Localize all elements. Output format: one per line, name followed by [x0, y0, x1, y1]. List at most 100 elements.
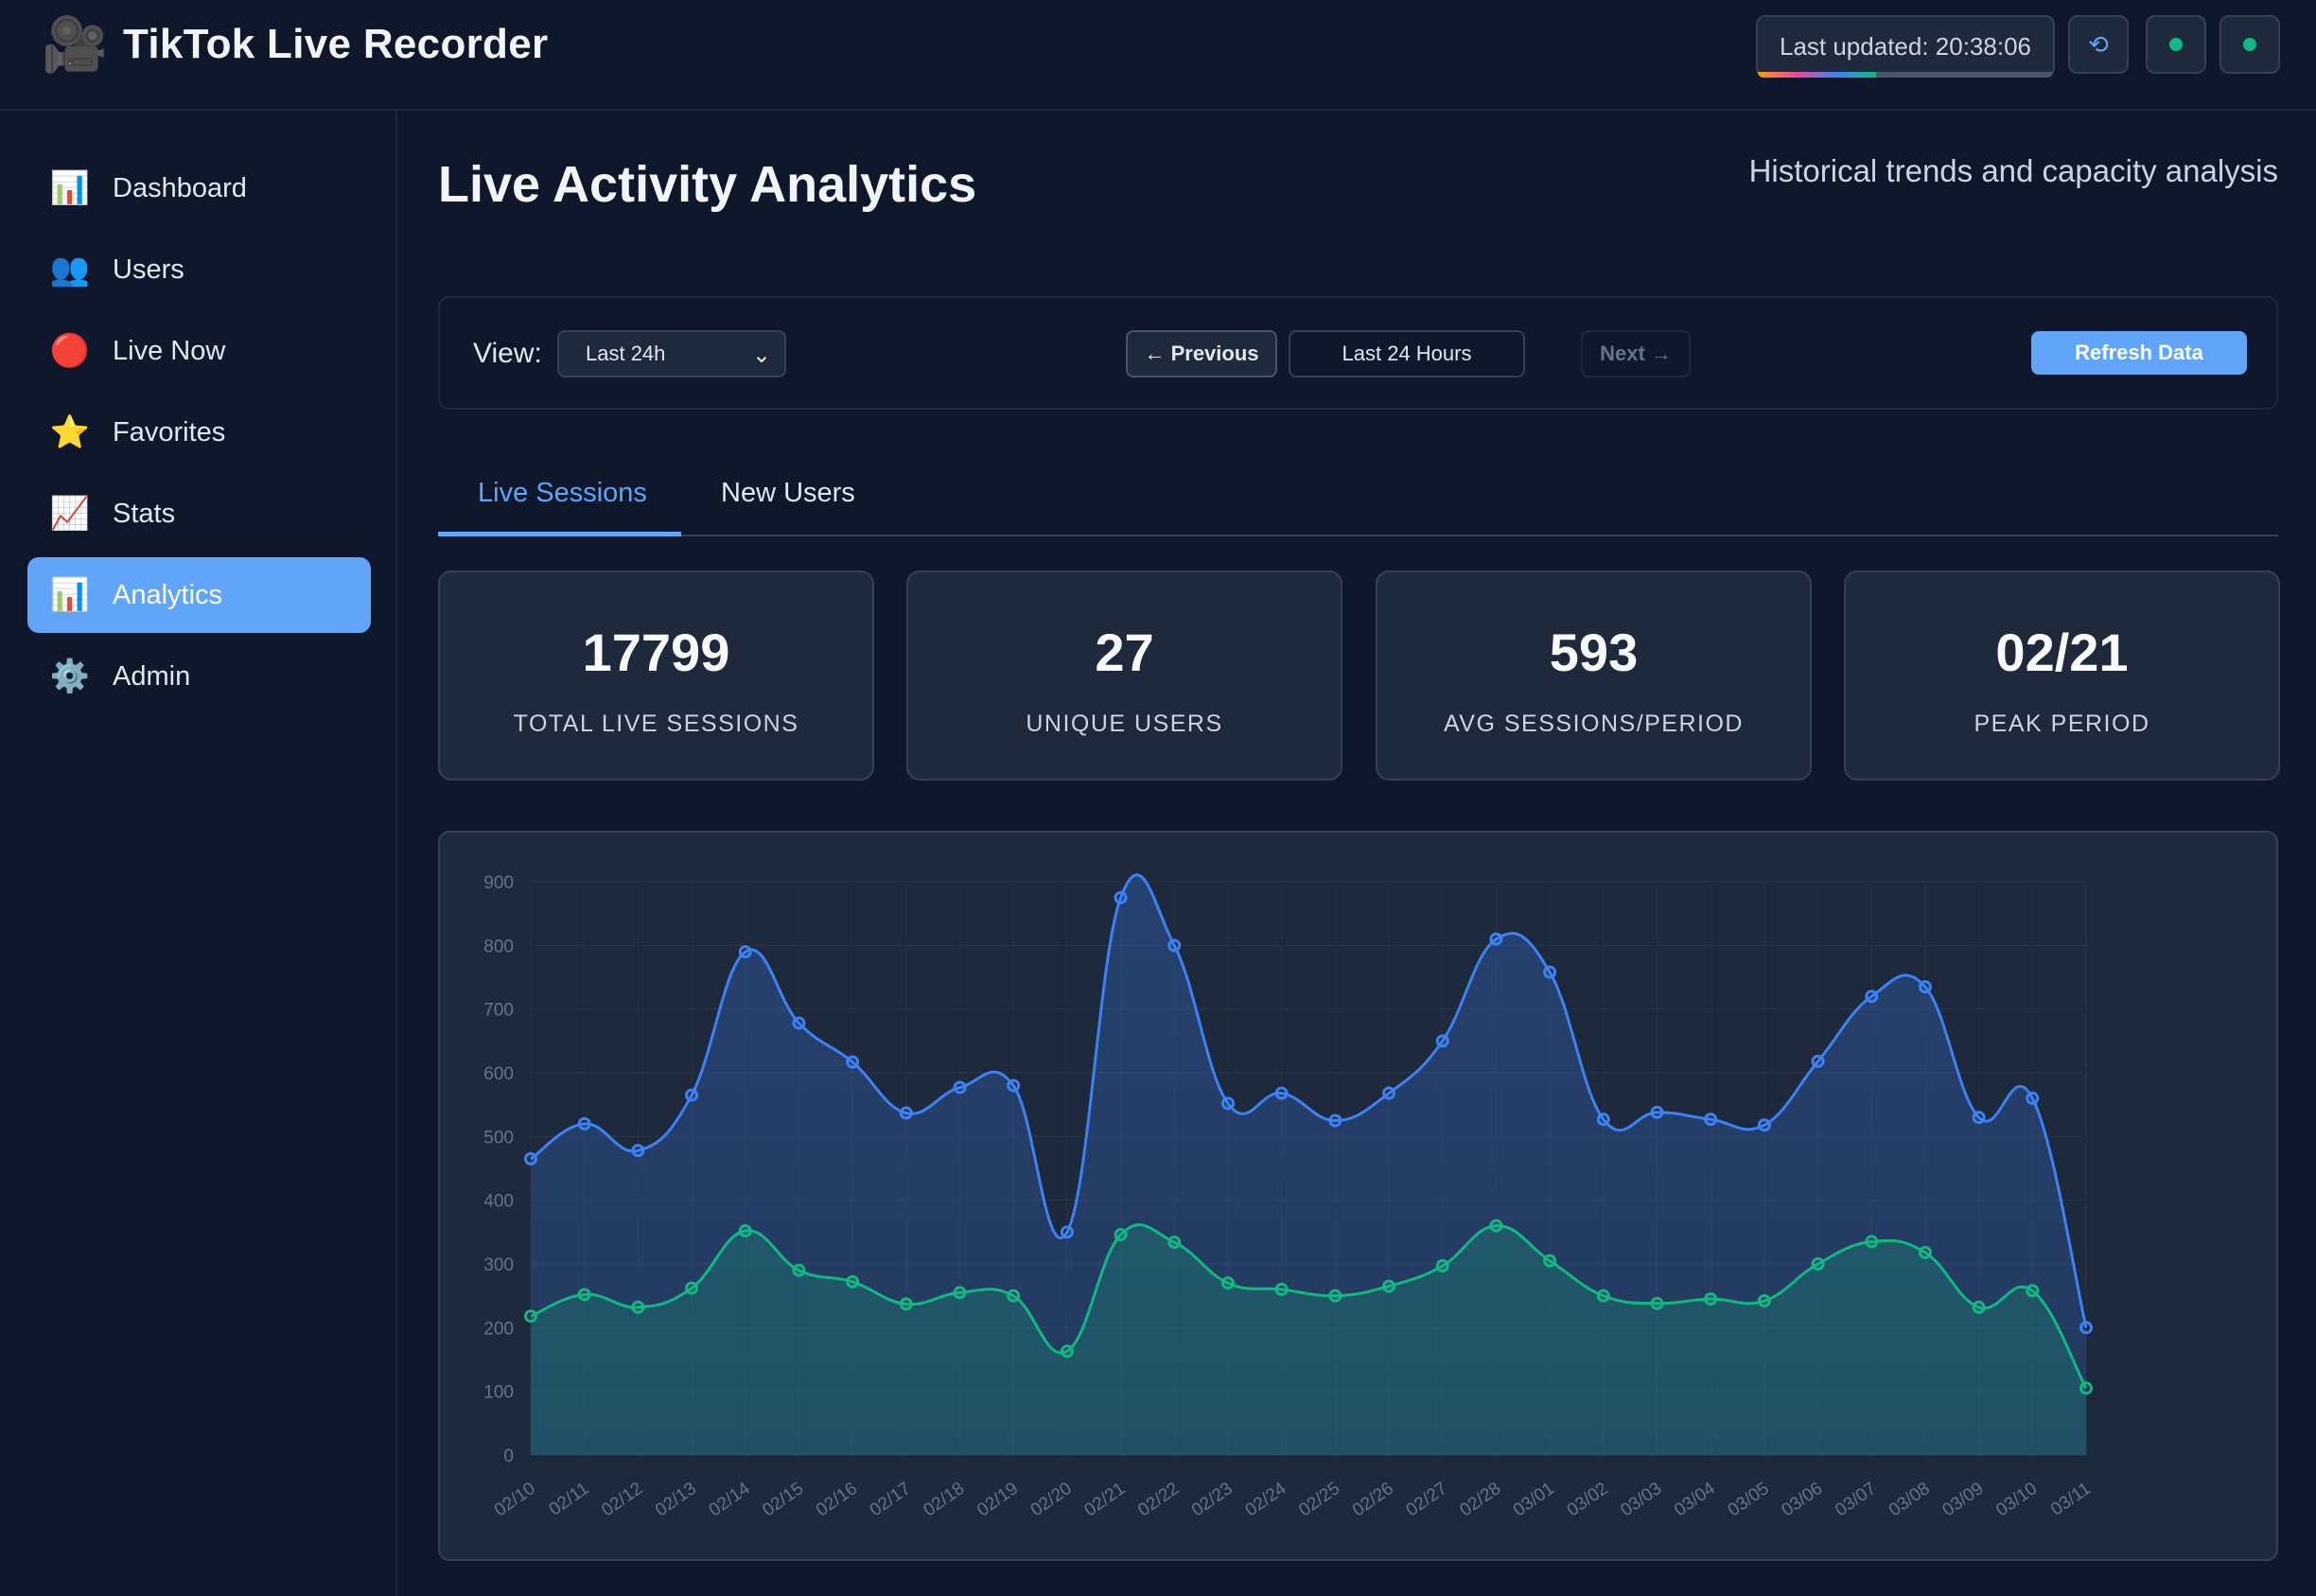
data-point	[2026, 1284, 2040, 1298]
x-tick-label: 03/08	[1886, 1479, 1934, 1520]
chart-areas	[531, 874, 2086, 1455]
view-select[interactable]: Last 24h ⌄	[557, 330, 786, 377]
stat-value: 593	[1549, 623, 1639, 682]
sidebar-item-analytics[interactable]: 📊 Analytics	[27, 557, 371, 633]
sidebar-item-live-now[interactable]: 🔴 Live Now	[27, 313, 371, 389]
y-tick-label: 600	[483, 1064, 514, 1084]
data-point	[1704, 1113, 1718, 1127]
brand: 🎥 TikTok Live Recorder	[42, 13, 548, 76]
status-button-1[interactable]	[2146, 15, 2206, 74]
sidebar-item-stats[interactable]: 📈 Stats	[27, 476, 371, 552]
data-point	[1114, 890, 1128, 904]
sidebar-item-dashboard[interactable]: 📊 Dashboard	[27, 150, 371, 226]
data-point	[1328, 1289, 1342, 1303]
data-point	[1220, 1276, 1235, 1290]
y-tick-label: 200	[483, 1319, 514, 1339]
x-tick-label: 03/09	[1939, 1479, 1987, 1520]
last-updated-indicator: Last updated: 20:38:06	[1756, 15, 2055, 78]
active-tab-indicator	[438, 532, 681, 536]
sidebar-item-admin[interactable]: ⚙️ Admin	[27, 639, 371, 714]
x-tick-label: 02/19	[974, 1479, 1022, 1520]
sidebar-item-label: Favorites	[113, 416, 226, 447]
x-tick-label: 02/23	[1188, 1479, 1237, 1520]
x-tick-label: 02/21	[1080, 1479, 1129, 1520]
x-tick-label: 02/20	[1027, 1479, 1076, 1520]
data-point	[1704, 1292, 1718, 1307]
previous-button[interactable]: ← Previous	[1126, 330, 1277, 377]
stat-card-avg-sessions: 593 AVG SESSIONS/PERIOD	[1376, 570, 1812, 780]
status-button-2[interactable]	[2220, 15, 2280, 74]
data-point	[953, 1286, 967, 1300]
data-point	[1596, 1113, 1610, 1127]
data-point	[1650, 1296, 1664, 1310]
gear-icon: ⚙️	[49, 658, 91, 694]
data-point	[1114, 1228, 1128, 1242]
data-point	[1811, 1054, 1825, 1068]
controls-panel: View: Last 24h ⌄ ← Previous Last 24 Hour…	[438, 296, 2278, 410]
data-point	[1328, 1114, 1342, 1128]
x-tick-label: 03/02	[1564, 1479, 1612, 1520]
refresh-icon-button[interactable]: ⟲	[2068, 15, 2129, 74]
data-point	[577, 1288, 591, 1302]
x-tick-label: 02/11	[546, 1479, 593, 1520]
data-point	[1757, 1294, 1771, 1308]
data-point	[1650, 1105, 1664, 1119]
stat-card-total-sessions: 17799 TOTAL LIVE SESSIONS	[438, 570, 874, 780]
data-point	[846, 1055, 860, 1069]
sidebar-item-favorites[interactable]: ⭐ Favorites	[27, 395, 371, 470]
view-label: View:	[473, 338, 542, 369]
stat-card-unique-users: 27 UNIQUE USERS	[906, 570, 1342, 780]
data-point	[1167, 1236, 1182, 1250]
data-point	[1543, 965, 1557, 979]
x-tick-label: 02/24	[1242, 1479, 1290, 1521]
data-point	[1382, 1279, 1396, 1293]
page-subtitle: Historical trends and capacity analysis	[1748, 153, 2278, 188]
data-point	[1274, 1086, 1289, 1100]
data-point	[953, 1080, 967, 1095]
data-point	[899, 1297, 913, 1311]
tab-live-sessions[interactable]: Live Sessions	[478, 478, 647, 508]
data-point	[1435, 1259, 1449, 1273]
refresh-data-button[interactable]: Refresh Data	[2031, 331, 2247, 375]
data-point	[577, 1116, 591, 1131]
x-tick-label: 03/11	[2047, 1479, 2095, 1520]
refresh-icon: ⟲	[2088, 29, 2109, 59]
x-tick-label: 02/12	[598, 1479, 646, 1520]
data-point	[1596, 1289, 1610, 1303]
sidebar-item-label: Dashboard	[113, 172, 247, 203]
live-dot-icon: 🔴	[49, 333, 91, 369]
data-point	[1972, 1111, 1986, 1125]
sidebar: 📊 Dashboard 👥 Users 🔴 Live Now ⭐ Favorit…	[0, 111, 397, 1596]
data-point	[1489, 932, 1503, 946]
stat-label: UNIQUE USERS	[1026, 710, 1223, 737]
data-point	[899, 1106, 913, 1120]
sidebar-item-users[interactable]: 👥 Users	[27, 232, 371, 307]
x-tick-label: 02/16	[813, 1479, 861, 1520]
data-point	[1060, 1344, 1074, 1359]
data-point	[1007, 1079, 1021, 1093]
bar-chart-icon: 📊	[49, 577, 91, 613]
app-title: TikTok Live Recorder	[123, 21, 549, 67]
data-point	[685, 1281, 699, 1295]
last-updated-text: Last updated: 20:38:06	[1779, 31, 2031, 61]
x-tick-label: 02/27	[1403, 1479, 1451, 1520]
data-point	[1811, 1257, 1825, 1271]
tab-new-users[interactable]: New Users	[721, 478, 855, 508]
stat-value: 02/21	[1995, 623, 2129, 682]
next-button[interactable]: Next →	[1581, 330, 1691, 377]
data-point	[1382, 1086, 1396, 1100]
stat-card-peak-period: 02/21 PEAK PERIOD	[1844, 570, 2280, 780]
users-icon: 👥	[49, 252, 91, 288]
y-tick-label: 800	[483, 937, 514, 956]
x-tick-label: 02/13	[652, 1479, 700, 1520]
data-point	[2079, 1321, 2093, 1335]
data-point	[1918, 980, 1932, 994]
y-tick-label: 900	[483, 873, 514, 893]
stat-value: 27	[1095, 623, 1154, 682]
data-point	[738, 1223, 752, 1237]
data-point	[1918, 1245, 1932, 1259]
chart-card: 0 100 200 300 400 500 600 700 800 900 02/10 02/11 0…	[438, 831, 2278, 1561]
y-axis-ticks: 0 100 200 300 400 500 600 700 800 900	[483, 873, 514, 1466]
data-point	[1435, 1034, 1449, 1048]
